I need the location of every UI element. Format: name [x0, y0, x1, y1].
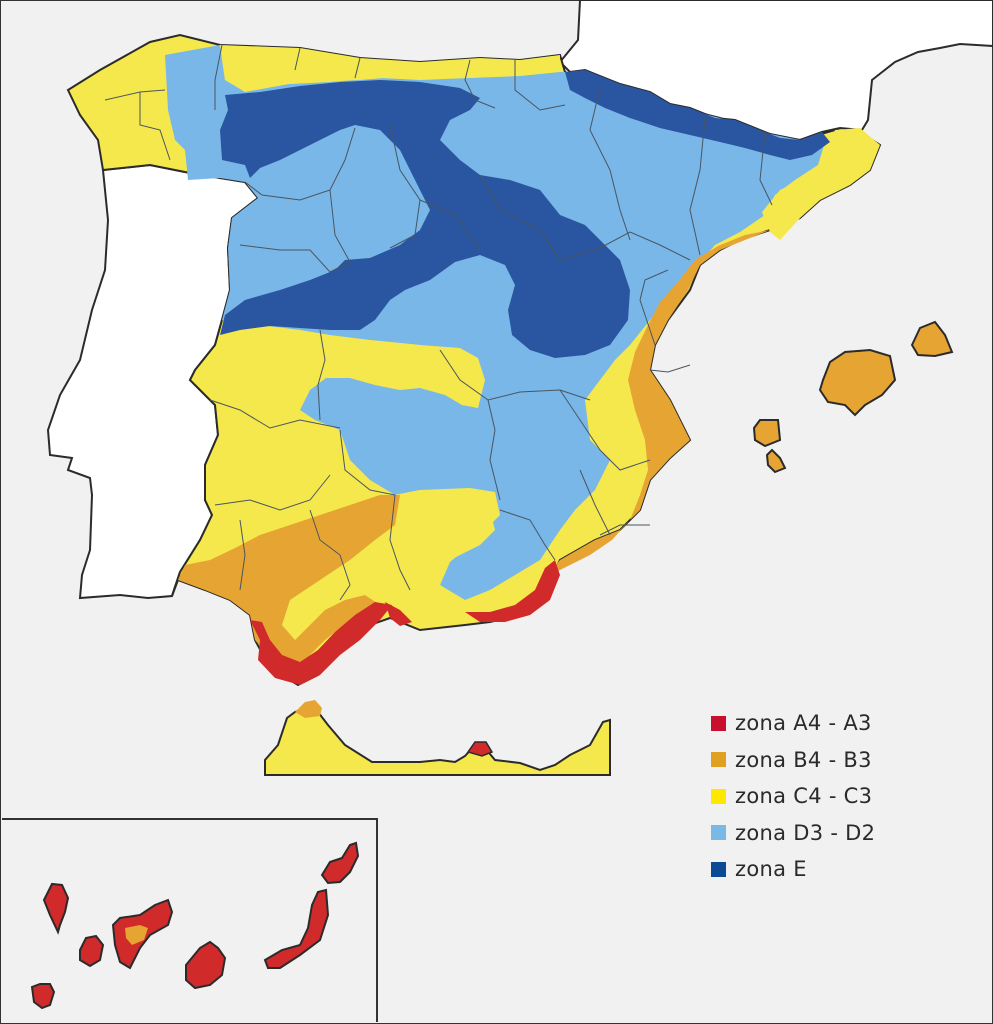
legend-label-zone-a: zona A4 - A3 [735, 711, 872, 736]
zone-a-south-coast-mid [385, 602, 412, 626]
zone-e-north [220, 80, 630, 358]
zone-c-swatch-icon [711, 788, 726, 804]
zone-d-interior [165, 45, 825, 600]
zone-c-catalonia [762, 128, 880, 240]
canary-islands [30, 841, 360, 1010]
zone-b-andalusia-band [178, 495, 400, 668]
balearic-islands [752, 320, 954, 474]
legend-label-zone-b: zona B4 - B3 [735, 747, 872, 772]
zone-b-mediterranean-coast [548, 230, 770, 575]
zone-c-andalusia-pocket [390, 488, 500, 590]
legend-label-zone-c: zona C4 - C3 [735, 784, 873, 809]
legend-item-zone-b: zona B4 - B3 [711, 742, 875, 779]
island-mallorca [818, 348, 897, 417]
island-menorca [910, 320, 954, 358]
island-gran-canaria [185, 940, 227, 990]
zone-c-cantabrian-coast [220, 45, 560, 84]
zone-a-south-coast-east [465, 560, 560, 622]
island-ibiza [752, 419, 782, 448]
island-la-palma [42, 882, 70, 935]
province-boundaries [104, 44, 773, 601]
legend-item-zone-a: zona A4 - A3 [711, 705, 875, 742]
zone-d-swatch-icon [711, 825, 726, 841]
island-formentera [765, 448, 787, 474]
legend-label-zone-d: zona D3 - D2 [735, 820, 876, 845]
legend-label-zone-e: zona E [735, 857, 807, 882]
zone-a-south-coast-west [250, 602, 392, 685]
island-el-hierro [30, 983, 56, 1010]
zone-b-swatch-icon [711, 752, 726, 768]
island-lanzarote [320, 841, 360, 885]
legend-item-zone-d: zona D3 - D2 [711, 815, 875, 852]
zone-c-central-pocket [320, 340, 485, 408]
tenerife-zone-b [125, 925, 148, 945]
legend-item-zone-e: zona E [711, 851, 875, 888]
north-africa-strip [264, 700, 611, 776]
zone-a-swatch-icon [711, 715, 726, 731]
legend-item-zone-c: zona C4 - C3 [711, 778, 875, 815]
zone-e-swatch-icon [711, 861, 726, 877]
canary-inset-frame [2, 818, 378, 1022]
island-fuerteventura [263, 888, 330, 969]
zone-e-pyrenees [565, 70, 830, 160]
legend: zona A4 - A3 zona B4 - B3 zona C4 - C3 z… [711, 705, 875, 888]
island-la-gomera [79, 934, 105, 968]
